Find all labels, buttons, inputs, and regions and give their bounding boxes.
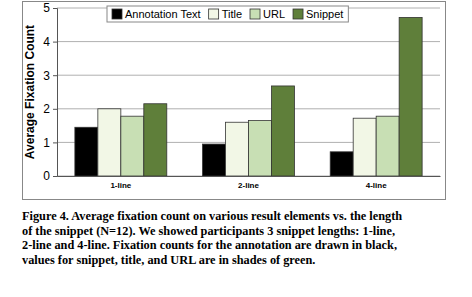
grid-line — [57, 75, 440, 76]
legend-swatch — [293, 9, 303, 19]
legend: Annotation Text Title URL Snippet — [107, 6, 348, 22]
tick: 0 — [43, 169, 57, 183]
tick-label: 2-line — [238, 181, 259, 190]
bar — [353, 118, 376, 176]
tick-mark — [53, 42, 57, 43]
tick-label: 1 — [43, 136, 50, 150]
legend-swatch — [209, 9, 219, 19]
tick: 2-line — [238, 176, 259, 190]
tick-label: 1-line — [110, 181, 131, 190]
chart-frame — [23, 2, 446, 200]
tick-mark — [53, 75, 57, 76]
tick-mark — [53, 142, 57, 143]
caption: Figure 4. Average fixation count on vari… — [22, 209, 402, 267]
tick-label: 2 — [43, 102, 50, 116]
tick-label: 4-line — [366, 181, 387, 190]
caption-line: 2-line and 4-line. Fixation counts for t… — [22, 238, 397, 252]
grid-line — [57, 41, 440, 42]
legend-label: Snippet — [306, 8, 343, 20]
legend-swatch — [250, 9, 260, 19]
legend-swatch — [112, 9, 122, 19]
caption-line: of the snippet (N=12). We showed partici… — [22, 224, 395, 238]
tick: 1-line — [110, 176, 131, 190]
bar — [271, 86, 294, 176]
bar — [203, 144, 226, 176]
bar — [226, 122, 249, 176]
tick: 5 — [43, 1, 57, 15]
legend-item: URL — [250, 8, 285, 20]
tick: 4 — [43, 35, 57, 49]
tick: 2 — [43, 102, 57, 116]
caption-line: Figure 4. Average fixation count on vari… — [22, 209, 402, 223]
legend-label: Title — [222, 8, 242, 20]
bar — [376, 116, 399, 176]
tick: 4-line — [366, 176, 387, 190]
x-axis: 1-line 2-line 4-line — [58, 176, 441, 190]
y-axis: 0 1 2 3 4 5 — [43, 1, 57, 183]
bar — [399, 17, 422, 176]
tick-mark — [53, 109, 57, 110]
bar — [75, 127, 98, 176]
legend-item: Annotation Text — [112, 8, 201, 20]
bar — [98, 109, 121, 176]
bars — [75, 17, 422, 176]
tick: 3 — [43, 69, 57, 83]
tick-label: 0 — [43, 169, 50, 183]
axis-line — [53, 9, 58, 177]
legend-item: Title — [209, 8, 242, 20]
tick-label: 5 — [43, 1, 50, 15]
tick-mark — [53, 176, 57, 177]
bar — [330, 152, 353, 176]
bar — [249, 121, 272, 176]
bar — [144, 104, 167, 176]
tick-mark — [53, 8, 57, 9]
caption-line: values for snippet, title, and URL are i… — [22, 253, 315, 267]
figure: 0 1 2 3 4 5 1-line 2-line 4-line Average Fixation… — [0, 0, 472, 297]
tick-label: 4 — [43, 35, 50, 49]
axis-line — [58, 176, 441, 177]
legend-box — [107, 6, 348, 22]
legend-item: Snippet — [293, 8, 343, 20]
legend-label: Annotation Text — [125, 8, 201, 20]
grid — [57, 8, 440, 176]
bar — [121, 116, 144, 176]
legend-label: URL — [263, 8, 285, 20]
tick-label: 3 — [43, 69, 50, 83]
axis-title: Average Fixation Count — [23, 25, 37, 159]
tick: 1 — [43, 136, 57, 150]
